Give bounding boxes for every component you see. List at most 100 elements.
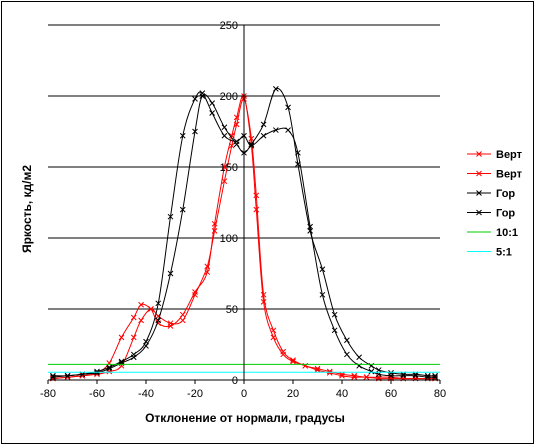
series-marker-2 (290, 358, 296, 365)
series-marker-4 (64, 372, 71, 379)
series-marker-4 (272, 127, 279, 133)
series-marker-3 (344, 337, 350, 344)
series-marker-4 (295, 149, 301, 156)
series-marker-2 (192, 289, 198, 295)
series-marker-2 (326, 370, 333, 376)
series-marker-4 (388, 372, 394, 379)
y-tick-label: 0 (232, 375, 238, 387)
series-line-4 (52, 91, 436, 378)
series-marker-3 (356, 354, 363, 361)
series-marker-4 (167, 213, 174, 220)
series-marker-3 (179, 206, 186, 213)
series-marker-4 (285, 127, 291, 133)
x-tick-label: -40 (138, 388, 154, 400)
legend-label: Верт (496, 169, 523, 181)
series-marker-4 (94, 368, 100, 375)
series-marker-4 (143, 338, 149, 345)
series-marker-4 (199, 90, 206, 97)
x-tick-label: 20 (287, 388, 299, 400)
y-tick-label: 250 (220, 20, 238, 32)
series-marker-4 (331, 327, 338, 334)
series-marker-4 (192, 95, 198, 102)
series-marker-1 (253, 192, 260, 199)
legend-marker (476, 209, 482, 216)
legend-label: Гор (496, 188, 515, 200)
series-marker-1 (179, 317, 186, 324)
series-marker-4 (118, 358, 125, 365)
series-marker-3 (192, 128, 198, 135)
series-marker-1 (130, 334, 137, 341)
x-tick-label: 40 (336, 388, 348, 400)
series-marker-2 (270, 334, 277, 341)
series-marker-4 (368, 368, 375, 375)
series-marker-3 (260, 121, 267, 128)
legend-marker (476, 190, 482, 196)
legend-marker (476, 170, 482, 177)
y-tick-label: 200 (220, 91, 238, 103)
series-marker-4 (248, 142, 255, 149)
series-marker-2 (339, 372, 345, 379)
series-marker-4 (400, 372, 407, 379)
x-tick-label: 0 (241, 388, 247, 400)
axis-layer: -80 -60 -40 -20 0 20 40 60 80 0 50 100 150 200 250 (40, 20, 446, 400)
series-marker-4 (130, 351, 137, 358)
series-marker-2 (148, 306, 154, 312)
series-marker-3 (155, 317, 162, 324)
series-marker-3 (248, 141, 255, 148)
series-marker-4 (260, 132, 267, 139)
series-marker-3 (307, 228, 314, 234)
series-marker-3 (272, 86, 279, 92)
series-marker-4 (50, 374, 56, 381)
x-tick-label: -60 (89, 388, 105, 400)
series-marker-3 (319, 266, 326, 273)
series-marker-1 (221, 178, 228, 185)
series-marker-2 (179, 311, 186, 318)
series-marker-4 (209, 110, 216, 116)
series-marker-2 (253, 206, 260, 213)
x-tick-label: 80 (434, 388, 446, 400)
series-marker-2 (204, 269, 211, 275)
series-marker-2 (118, 334, 125, 341)
series-marker-4 (106, 364, 113, 371)
series-marker-3 (167, 270, 174, 277)
series-marker-3 (209, 100, 216, 106)
series-marker-2 (233, 114, 240, 121)
series-marker-3 (331, 311, 338, 318)
series-marker-2 (280, 351, 287, 358)
series-marker-4 (424, 374, 431, 381)
legend-marker (476, 151, 482, 157)
series-marker-3 (285, 104, 291, 111)
series-marker-2 (351, 374, 358, 381)
series-marker-4 (155, 300, 162, 307)
series-marker-4 (233, 138, 240, 145)
y-tick-label: 100 (220, 233, 238, 245)
series-marker-1 (138, 317, 144, 324)
series-marker-2 (228, 132, 235, 139)
legend-label: Верт (496, 149, 523, 161)
series-marker-3 (221, 124, 228, 131)
series-marker-2 (167, 323, 174, 329)
series-marker-2 (138, 301, 144, 308)
series-marker-2 (221, 164, 228, 170)
series-marker-4 (179, 132, 186, 139)
series-marker-2 (260, 299, 267, 305)
x-tick-label: -20 (187, 388, 203, 400)
series-marker-4 (221, 132, 228, 139)
x-tick-label: 60 (385, 388, 397, 400)
series-marker-2 (211, 220, 218, 227)
legend-label: 10:1 (496, 227, 518, 239)
x-tick-label: -80 (40, 388, 56, 400)
series-marker-4 (412, 372, 419, 379)
y-axis-title: Яркость, кд/м2 (20, 165, 34, 253)
series-marker-2 (363, 374, 370, 381)
y-tick-label: 50 (226, 304, 238, 316)
series-marker-4 (344, 351, 350, 358)
legend-label: 5:1 (496, 247, 512, 259)
series-marker-4 (432, 374, 438, 381)
series-marker-4 (307, 223, 314, 230)
series-line-3 (52, 87, 436, 377)
series-marker-1 (260, 291, 267, 298)
legend-layer: Верт Верт Гор Гор 10:1 5:1 (467, 149, 523, 259)
series-marker-4 (319, 291, 326, 298)
